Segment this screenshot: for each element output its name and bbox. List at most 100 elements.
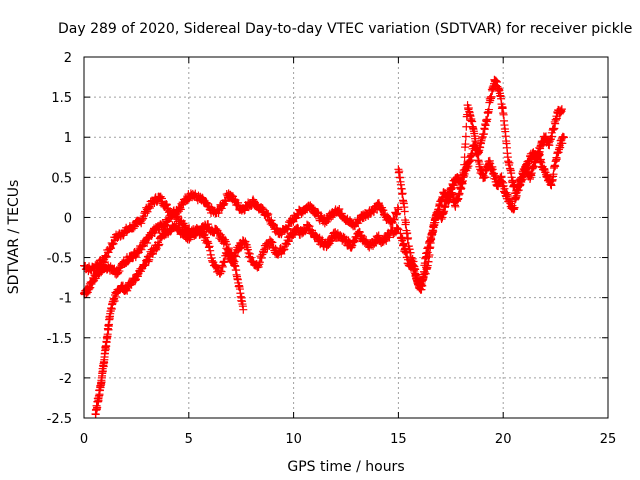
data-point-fill bbox=[451, 202, 460, 211]
data-point bbox=[203, 237, 212, 246]
data-point-fill bbox=[220, 257, 229, 266]
data-point-fill bbox=[132, 271, 141, 280]
data-point-fill bbox=[379, 206, 388, 215]
data-point-fill bbox=[507, 197, 516, 206]
data-point-fill bbox=[155, 240, 164, 249]
data-point-fill bbox=[107, 244, 116, 253]
data-point-fill bbox=[162, 200, 171, 209]
data-point-fill bbox=[384, 231, 393, 240]
data-point-fill bbox=[487, 92, 496, 101]
data-point-fill bbox=[263, 211, 272, 220]
data-point-fill bbox=[204, 243, 213, 252]
data-point-fill bbox=[173, 212, 182, 221]
data-point-fill bbox=[221, 235, 230, 244]
data-point-fill bbox=[370, 239, 379, 248]
data-point-fill bbox=[264, 210, 273, 219]
data-point bbox=[304, 221, 313, 230]
data-point-fill bbox=[137, 216, 146, 225]
data-point-fill bbox=[130, 222, 139, 231]
data-point-fill bbox=[138, 242, 147, 251]
data-point bbox=[398, 189, 407, 198]
data-point-fill bbox=[483, 115, 492, 124]
data-point-fill bbox=[258, 204, 267, 213]
data-point-fill bbox=[227, 249, 236, 258]
data-point-fill bbox=[115, 267, 124, 276]
data-point-fill bbox=[398, 234, 407, 243]
data-point-fill bbox=[206, 250, 215, 259]
data-point-fill bbox=[220, 258, 229, 267]
y-axis-ticks: 2 1.5 1 0.5 0 -0.5 -1 -1.5 -2 -2.5 bbox=[47, 51, 608, 427]
data-point-fill bbox=[390, 215, 399, 224]
data-point-fill bbox=[393, 224, 402, 233]
data-point-fill bbox=[145, 255, 154, 264]
data-point-fill bbox=[293, 211, 302, 220]
data-point-fill bbox=[510, 203, 519, 212]
data-point-fill bbox=[109, 239, 118, 248]
data-point-fill bbox=[460, 153, 469, 162]
data-point-fill bbox=[324, 240, 333, 249]
data-point-fill bbox=[268, 238, 277, 247]
x-axis-label: GPS time / hours bbox=[287, 459, 404, 475]
y-tick-label: 0 bbox=[64, 211, 72, 226]
y-tick-label: -1.5 bbox=[47, 332, 72, 347]
x-tick-label: 5 bbox=[185, 432, 193, 447]
data-point-fill bbox=[255, 258, 264, 267]
data-point-fill bbox=[473, 149, 482, 158]
data-point-fill bbox=[244, 248, 253, 257]
data-point-fill bbox=[348, 238, 357, 247]
data-point-fill bbox=[156, 192, 165, 201]
data-point-fill bbox=[245, 249, 254, 258]
x-tick-label: 0 bbox=[80, 432, 88, 447]
x-tick-label: 10 bbox=[285, 432, 302, 447]
data-point-fill bbox=[393, 209, 402, 218]
data-point-fill bbox=[392, 223, 401, 232]
data-point-fill bbox=[163, 200, 172, 209]
data-point-fill bbox=[123, 286, 132, 295]
data-point-fill bbox=[206, 246, 215, 255]
data-point bbox=[249, 197, 258, 206]
data-point-fill bbox=[208, 256, 217, 265]
data-point-fill bbox=[461, 140, 470, 149]
data-point-fill bbox=[160, 221, 169, 230]
data-point-fill bbox=[307, 203, 316, 212]
x-tick-label: 25 bbox=[600, 432, 617, 447]
y-tick-label: -2 bbox=[59, 372, 72, 387]
data-point-fill bbox=[461, 132, 470, 141]
data-point-fill bbox=[393, 203, 402, 212]
data-point-fill bbox=[357, 231, 366, 240]
y-tick-label: 2 bbox=[64, 51, 72, 66]
data-point-fill bbox=[392, 210, 401, 219]
data-point-fill bbox=[190, 231, 199, 240]
data-point-fill bbox=[218, 262, 227, 271]
data-point-fill bbox=[176, 205, 185, 214]
data-point-fill bbox=[267, 237, 276, 246]
data-point-fill bbox=[144, 257, 153, 266]
data-point-fill bbox=[240, 206, 249, 215]
data-point-fill bbox=[484, 105, 493, 114]
y-tick-label: 1.5 bbox=[51, 91, 72, 106]
data-point bbox=[559, 133, 568, 142]
y-tick-label: 1 bbox=[64, 131, 72, 146]
data-point-fill bbox=[146, 204, 155, 213]
data-point-fill bbox=[255, 260, 264, 269]
x-tick-label: 20 bbox=[495, 432, 512, 447]
data-point-fill bbox=[243, 245, 252, 254]
y-tick-label: 0.5 bbox=[51, 171, 72, 186]
data-point-fill bbox=[102, 252, 111, 261]
data-point-fill bbox=[160, 231, 169, 240]
data-point-fill bbox=[411, 265, 420, 274]
data-point-fill bbox=[157, 194, 166, 203]
data-point-fill bbox=[100, 253, 109, 262]
plot-frame bbox=[83, 56, 609, 419]
chart-title: Day 289 of 2020, Sidereal Day-to-day VTE… bbox=[58, 21, 632, 37]
data-point-fill bbox=[305, 222, 314, 231]
data-point-fill bbox=[131, 276, 140, 285]
data-point-fill bbox=[558, 139, 567, 148]
data-point-fill bbox=[309, 204, 318, 213]
data-point-fill bbox=[204, 220, 213, 229]
data-point-fill bbox=[401, 218, 410, 227]
data-point-fill bbox=[143, 239, 152, 248]
data-point-fill bbox=[141, 209, 150, 218]
data-point-fill bbox=[357, 231, 366, 240]
data-point-fill bbox=[179, 219, 188, 228]
